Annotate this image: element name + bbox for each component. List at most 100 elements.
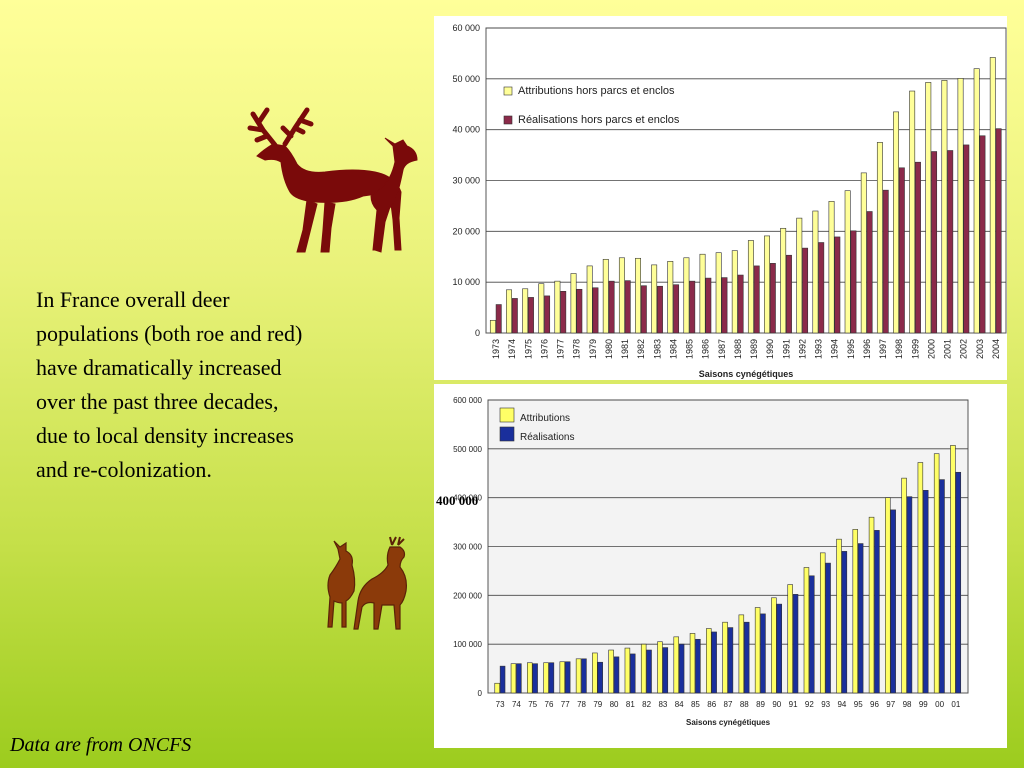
x-tick-label: 84 — [675, 700, 684, 709]
bar — [818, 242, 825, 334]
x-tick-label: 94 — [837, 700, 846, 709]
red-deer-harvest-chart: 0 10 000 20 000 30 000 40 000 50 000 60 000 197… — [434, 16, 1007, 380]
bar — [995, 128, 1002, 334]
bar — [683, 257, 690, 334]
legend-swatch — [499, 426, 515, 442]
y-tick-label: 10 000 — [452, 277, 480, 287]
bar — [576, 288, 583, 334]
bar — [760, 613, 766, 694]
bar — [695, 638, 701, 694]
x-tick-label: 1989 — [749, 339, 759, 359]
red-deer-silhouette-icon — [247, 107, 418, 253]
bar — [771, 597, 777, 694]
legend-swatch — [499, 407, 515, 423]
legend-label: Réalisations hors parcs et enclos — [518, 114, 680, 126]
bar — [747, 240, 754, 334]
bar — [828, 201, 835, 334]
roe-deer-silhouette-icon — [327, 536, 407, 630]
x-tick-label: 77 — [561, 700, 570, 709]
bar — [876, 142, 883, 334]
x-tick-label: 2004 — [991, 339, 1001, 359]
bar — [548, 662, 555, 694]
x-tick-label: 93 — [821, 700, 830, 709]
legend-swatch — [503, 115, 513, 125]
x-tick-label: 1995 — [846, 339, 856, 359]
x-tick-label: 92 — [805, 700, 814, 709]
bar — [506, 289, 512, 334]
bar — [939, 479, 945, 694]
x-tick-label: 99 — [919, 700, 928, 709]
bar — [882, 189, 889, 334]
x-tick-label: 01 — [951, 700, 960, 709]
x-tick-label: 1997 — [878, 339, 888, 359]
x-tick-label: 79 — [593, 700, 602, 709]
bar — [527, 662, 533, 694]
bar — [673, 284, 680, 334]
bar — [955, 471, 962, 694]
x-tick-label: 1992 — [797, 339, 807, 359]
bar — [825, 562, 831, 694]
bar — [931, 151, 938, 334]
x-tick-label: 89 — [756, 700, 765, 709]
x-tick-label: 91 — [789, 700, 798, 709]
bar — [860, 172, 867, 334]
bar — [786, 254, 792, 334]
x-tick-label: 2002 — [959, 339, 969, 359]
y-tick-label: 50 000 — [452, 74, 480, 84]
bar — [564, 661, 571, 694]
x-tick-label: 1990 — [765, 339, 775, 359]
bar — [646, 649, 652, 694]
bar — [522, 288, 529, 334]
x-tick-label: 1993 — [814, 339, 824, 359]
bar — [901, 477, 907, 694]
bar — [624, 280, 631, 334]
x-tick-label: 1983 — [652, 339, 662, 359]
bar — [689, 280, 696, 334]
bar — [857, 543, 864, 694]
bar — [979, 135, 986, 334]
bar — [731, 250, 738, 334]
source-note: Data are from ONCFS — [10, 734, 192, 756]
bar — [834, 236, 841, 334]
bar — [769, 263, 776, 334]
bar — [792, 594, 799, 694]
bar — [890, 509, 896, 694]
bar — [657, 285, 663, 334]
bar — [893, 111, 899, 334]
y-tick-label: 100 000 — [453, 640, 482, 649]
bar — [630, 653, 636, 694]
bar — [721, 277, 728, 334]
bar — [592, 287, 599, 334]
bar — [516, 663, 522, 694]
x-tick-label: 90 — [772, 700, 781, 709]
bar — [776, 603, 782, 694]
x-tick-label: 73 — [496, 700, 505, 709]
y-tick-label: 500 000 — [453, 445, 482, 454]
x-axis-title: Saisons cynégétiques — [686, 718, 771, 727]
red-deer-chart-svg: 0 10 000 20 000 30 000 40 000 50 000 60 000 197… — [452, 23, 1007, 379]
x-tick-label: 1991 — [781, 339, 791, 359]
bar — [917, 462, 924, 694]
bar — [570, 273, 577, 334]
y-tick-label: 40 000 — [452, 125, 480, 135]
y-tick-label: 30 000 — [452, 176, 480, 186]
x-tick-label: 95 — [854, 700, 863, 709]
bar — [780, 227, 787, 334]
x-tick-label: 1985 — [685, 339, 695, 359]
x-tick-label: 80 — [610, 700, 619, 709]
body-text: In France overall deer populations (both… — [36, 287, 303, 482]
y-tick-label: 400 000 — [453, 494, 482, 503]
bar — [689, 633, 696, 694]
x-tick-label: 1979 — [588, 339, 598, 359]
bar — [495, 304, 502, 334]
legend-label: Attributions — [520, 413, 570, 424]
bar — [819, 552, 826, 694]
roe-deer-chart-svg: 0 100 000 200 000 300 000 400 000 500 000 600 … — [436, 396, 969, 727]
bar — [618, 257, 625, 334]
x-tick-label: 83 — [658, 700, 667, 709]
x-tick-label: 1996 — [862, 339, 872, 359]
x-tick-label: 81 — [626, 700, 635, 709]
y-tick-label: 600 000 — [453, 396, 482, 405]
bar — [852, 529, 859, 694]
bar — [640, 643, 647, 694]
